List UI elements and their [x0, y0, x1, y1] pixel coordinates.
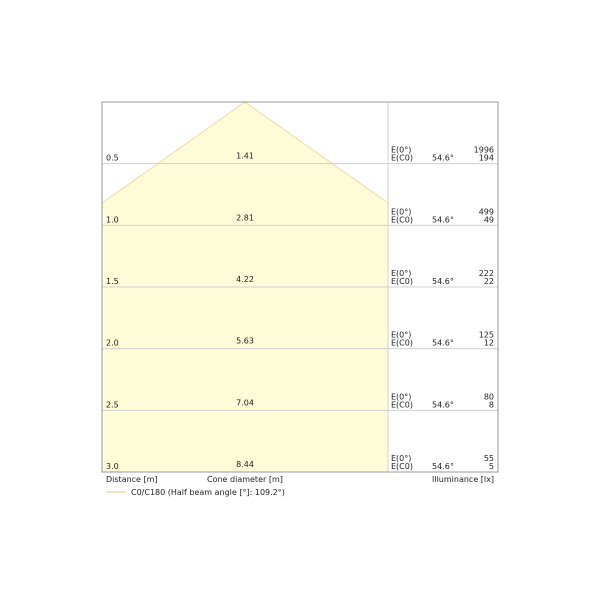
legend-label: C0/C180 (Half beam angle [°]: 109.2°) [131, 488, 285, 497]
ec0-label: E(C0) [391, 277, 413, 286]
cone-diameter-label: 7.04 [236, 398, 254, 407]
e0-label: E(0°) [391, 207, 411, 216]
distance-label: 3.0 [106, 462, 119, 471]
ec0-value: 22 [484, 277, 494, 286]
distance-axis-label: Distance [m] [106, 475, 158, 484]
e0-value: 222 [479, 269, 494, 278]
chart-frame [101, 101, 499, 473]
e0-label: E(0°) [391, 331, 411, 340]
distance-label: 2.0 [106, 339, 119, 348]
cone-diameter-label: 8.44 [236, 460, 254, 469]
angle-label: 54.6° [432, 277, 454, 286]
angle-label: 54.6° [432, 154, 454, 163]
e0-value: 1996 [474, 146, 494, 155]
distance-label: 1.5 [106, 277, 119, 286]
cone-diameter-label: 2.81 [236, 213, 254, 222]
angle-label: 54.6° [432, 215, 454, 224]
e0-value: 55 [484, 454, 494, 463]
ec0-label: E(C0) [391, 215, 413, 224]
e0-value: 499 [479, 207, 494, 216]
ec0-label: E(C0) [391, 462, 413, 471]
e0-value: 125 [479, 331, 494, 340]
ec0-label: E(C0) [391, 339, 413, 348]
cone-diameter-label: 4.22 [236, 275, 254, 284]
e0-label: E(0°) [391, 392, 411, 401]
angle-label: 54.6° [432, 462, 454, 471]
ec0-value: 5 [489, 462, 494, 471]
ec0-label: E(C0) [391, 154, 413, 163]
ec0-value: 49 [484, 215, 494, 224]
ec0-value: 194 [479, 154, 494, 163]
cone-diameter-axis-label: Cone diameter [m] [207, 475, 283, 484]
ec0-value: 8 [489, 400, 494, 409]
e0-value: 80 [484, 392, 494, 401]
angle-label: 54.6° [432, 400, 454, 409]
ec0-value: 12 [484, 339, 494, 348]
distance-label: 1.0 [106, 215, 119, 224]
e0-label: E(0°) [391, 146, 411, 155]
e0-label: E(0°) [391, 454, 411, 463]
angle-label: 54.6° [432, 339, 454, 348]
distance-label: 2.5 [106, 400, 119, 409]
illuminance-axis-label: Illuminance [lx] [432, 475, 494, 484]
ec0-label: E(C0) [391, 400, 413, 409]
cone-diameter-label: 5.63 [236, 337, 254, 346]
distance-label: 0.5 [106, 154, 119, 163]
cone-diameter-label: 1.41 [236, 152, 254, 161]
e0-label: E(0°) [391, 269, 411, 278]
